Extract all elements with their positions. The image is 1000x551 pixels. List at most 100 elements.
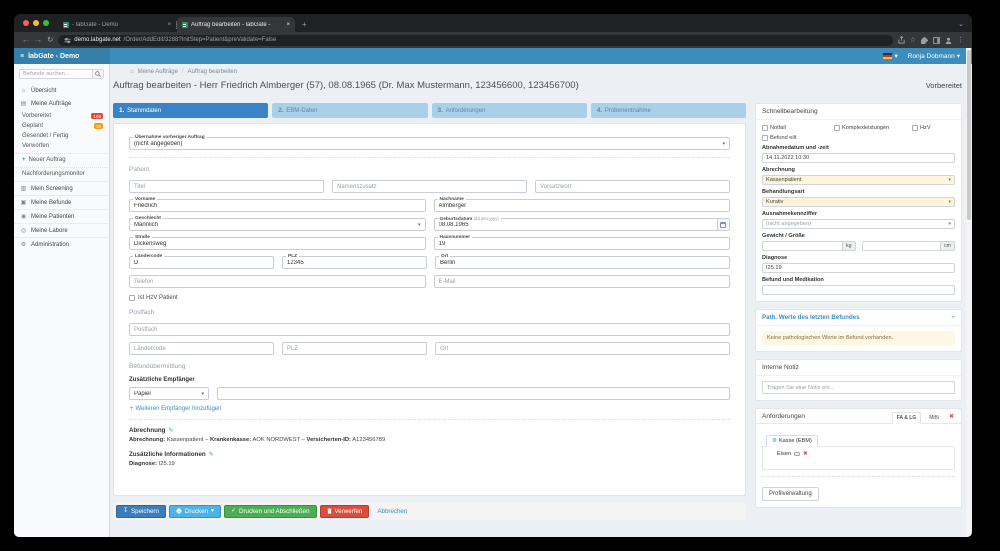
user-menu[interactable]: Ronja Dobmann ▾ [908, 52, 960, 61]
side-panel-icon[interactable] [933, 36, 940, 44]
new-tab-button[interactable]: + [302, 20, 307, 29]
vorname-field[interactable]: Vorname Friedrich [129, 196, 426, 212]
notfall-checkbox[interactable] [762, 125, 768, 131]
uebernahme-select[interactable]: Übernahme vorheriger Auftrag (nicht ange… [129, 134, 730, 150]
remove-icon[interactable]: ✖ [803, 451, 808, 457]
search-input[interactable]: Befunde suchen... [19, 69, 92, 79]
tab-mibi[interactable]: MiBi [929, 415, 939, 421]
sidebar-item-gesendet-fertig[interactable]: Gesendet / Fertig [22, 133, 69, 139]
profilverwaltung-button[interactable]: Profilverwaltung [762, 487, 819, 501]
postfach-field[interactable]: Postfach [129, 323, 730, 336]
site-info-icon[interactable] [64, 37, 71, 44]
befund-medikation-field[interactable] [762, 285, 955, 295]
zoom-window-button[interactable] [43, 20, 49, 26]
browser-menu-kebab-icon[interactable]: ⋮ [957, 37, 964, 44]
cancel-link[interactable]: Abbrechen [377, 507, 408, 515]
step-anforderungen[interactable]: 3. Anforderungen [431, 103, 587, 118]
step-ebm-daten[interactable]: 2. EBM-Daten [272, 103, 428, 118]
minimize-window-button[interactable] [33, 20, 39, 26]
titel-field[interactable]: Titel [129, 180, 324, 193]
app-logo[interactable]: ≡ labGate - Demo [14, 48, 110, 64]
sidebar-item-vorbereitet[interactable]: Vorbereitet 108 [22, 113, 103, 119]
diagnose-field[interactable]: I25.19 [762, 263, 955, 273]
print-and-finish-button[interactable]: ✓ Drucken und Abschließen [223, 504, 317, 518]
telefon-field[interactable]: Telefon [129, 275, 426, 288]
anforderung-item-eisen[interactable]: Eisen ✖ [777, 451, 808, 457]
url-field[interactable]: demo.labgate.net/Order/AddEdit/3288?Init… [58, 34, 893, 46]
save-button[interactable]: ↧ Speichern [116, 504, 166, 518]
strasse-field[interactable]: Straße Dickensweg [129, 234, 426, 250]
behandlungsart-select[interactable]: Kurativ ▾ [762, 197, 955, 207]
geschlecht-select[interactable]: Geschlecht Männlich ▾ [129, 215, 426, 231]
browser-tab-active[interactable]: Auftrag bearbeiten - labGate - × [177, 17, 295, 32]
abnahmedatum-field[interactable]: 14.11.2022 10:30 [762, 153, 955, 163]
sidebar-item-administration[interactable]: ⚙ Administration [14, 237, 109, 251]
back-icon[interactable]: ← [22, 35, 30, 45]
hzv-quick-checkbox[interactable] [912, 125, 918, 131]
sidebar-item-geplant[interactable]: Geplant 19 [22, 123, 103, 129]
sidebar-item-neuer-auftrag[interactable]: + Neuer Auftrag [14, 153, 109, 165]
edit-pencil-icon[interactable]: ✎ [168, 428, 174, 434]
bookmark-star-icon[interactable]: ☆ [909, 37, 916, 44]
sidebar-toggle-icon[interactable]: ≡ [20, 52, 25, 60]
tab-fa-lg[interactable]: FA & LG [891, 412, 922, 424]
tab-search-chevron-icon[interactable]: ⌄ [958, 21, 964, 28]
scrollbar-thumb[interactable] [966, 50, 971, 220]
home-icon[interactable]: ⌂ [130, 69, 134, 75]
postfach-laendercode-field[interactable]: Ländercode [129, 342, 274, 355]
namenszusatz-field[interactable]: Namenszusatz [332, 180, 527, 193]
befund-eilt-checkbox[interactable] [762, 135, 768, 141]
plz-field[interactable]: PLZ 12345 [282, 253, 427, 269]
kasse-ebm-tab[interactable]: ⚙ Kasse (EBM) [766, 435, 818, 447]
edit-pencil-icon[interactable]: ✎ [208, 452, 214, 458]
sidebar-item-meine-befunde[interactable]: ▣ Meine Befunde [14, 195, 109, 209]
sidebar-item-nachforderungsmonitor[interactable]: Nachforderungsmonitor [14, 167, 109, 179]
print-dropdown-button[interactable]: Drucken ▾ [168, 504, 221, 518]
ausnahmekennziffer-select[interactable]: (nicht angegeben) ▾ [762, 219, 955, 229]
language-selector[interactable]: ▾ [883, 52, 898, 60]
step-probenentnahme[interactable]: 4. Probenentnahme [590, 103, 746, 118]
sidebar-item-meine-labore[interactable]: ◎ Meine Labore [14, 223, 109, 237]
tab-close-icon[interactable]: × [167, 21, 171, 28]
nachname-field[interactable]: Nachname Almberger [433, 196, 730, 212]
gewicht-field[interactable] [762, 241, 844, 251]
vorsatzwort-field[interactable]: Vorsatzwort [535, 180, 730, 193]
notiz-textarea[interactable]: Tragen Sie eine Notiz ein... [762, 381, 955, 394]
ort-field[interactable]: Ort Berlin [435, 253, 730, 269]
browser-tab-inactive[interactable]: - labGate - Demo × [58, 17, 176, 32]
postfach-ort-field[interactable]: Ort [435, 342, 730, 355]
calendar-icon[interactable] [717, 219, 728, 230]
close-icon[interactable]: ✖ [948, 414, 954, 420]
komplexleistungen-checkbox[interactable] [834, 125, 840, 131]
hzv-checkbox[interactable] [129, 295, 135, 301]
search-button[interactable] [92, 69, 104, 79]
reload-icon[interactable]: ↻ [47, 35, 54, 45]
postfach-plz-field[interactable]: PLZ [282, 342, 427, 355]
sidebar-item-mein-screening[interactable]: ▥ Mein Screening [14, 181, 109, 195]
empfaenger-typ-select[interactable]: Papier ▾ [129, 387, 209, 400]
email-field[interactable]: E-Mail [433, 275, 730, 288]
geburtsdatum-field[interactable]: Geburtsdatum (dd.mm.yyyy) 08.08.1965 [433, 215, 730, 231]
profile-avatar-icon[interactable] [945, 37, 952, 44]
add-empfaenger-link[interactable]: + Weiteren Empfänger hinzufügen [130, 406, 222, 412]
step-stammdaten[interactable]: 1. Stammdaten [113, 103, 269, 118]
close-window-button[interactable] [23, 20, 29, 26]
hausnummer-field[interactable]: Hausnummer 19 [433, 234, 730, 250]
empfaenger-field[interactable] [217, 387, 730, 400]
abrechnung-select[interactable]: Kassenpatient ▾ [762, 175, 955, 185]
forward-icon[interactable]: → [34, 35, 43, 45]
collapse-icon[interactable]: − [951, 314, 955, 321]
laendercode-field[interactable]: Ländercode D [129, 253, 274, 269]
sidebar-item-meine-patienten[interactable]: ◉ Meine Patienten [14, 209, 109, 223]
path-werte-header[interactable]: Path. Werte des letzten Befundes − [756, 310, 961, 326]
tab-close-icon[interactable]: × [286, 21, 290, 28]
discard-button[interactable]: Verwerfen [319, 504, 370, 518]
comment-icon[interactable] [794, 451, 800, 457]
sidebar-item-meine-auftraege[interactable]: ▤ Meine Aufträge [20, 100, 72, 108]
groesse-field[interactable] [861, 241, 942, 251]
breadcrumb-link[interactable]: Meine Aufträge [137, 69, 178, 75]
extensions-icon[interactable] [921, 36, 928, 44]
share-icon[interactable] [898, 36, 905, 44]
sidebar-item-verworfen[interactable]: Verworfen [22, 143, 50, 149]
sidebar-item-uebersicht[interactable]: ⌂ Übersicht [21, 88, 57, 94]
